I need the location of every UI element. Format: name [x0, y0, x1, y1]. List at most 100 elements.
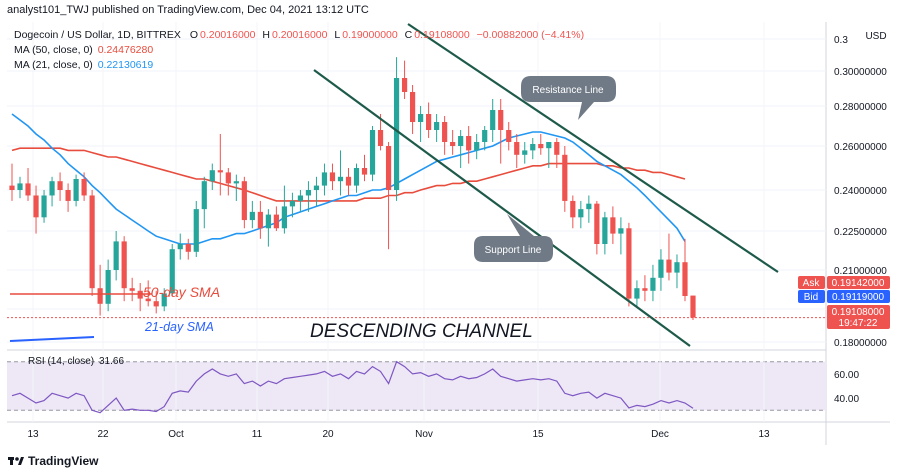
candle-body — [650, 277, 656, 291]
price-tick-label: 0.22500000 — [834, 227, 887, 238]
candle-body — [482, 130, 488, 142]
pattern-annotation: DESCENDING CHANNEL — [310, 321, 533, 342]
candle-body — [578, 209, 584, 218]
low-label: L — [334, 29, 341, 41]
candle-body — [442, 122, 448, 142]
resistance-trendline[interactable] — [407, 23, 779, 273]
candle-body — [105, 270, 111, 304]
symbol-title[interactable]: Dogecoin / US Dollar, 1D, BITTREX — [14, 29, 181, 41]
date-tick-label: Oct — [168, 429, 184, 440]
candle-body — [377, 130, 384, 146]
candle-body — [257, 211, 263, 229]
candle-body — [345, 176, 352, 186]
date-tick-label: 11 — [252, 429, 263, 440]
rsi-axis-ticks: 40.00 60.00 — [834, 370, 859, 405]
candle-body — [57, 181, 63, 190]
support-trendline[interactable] — [313, 69, 691, 347]
candle-body — [426, 114, 432, 130]
candle-body — [674, 262, 680, 273]
candle-body — [385, 146, 392, 190]
candle-body — [41, 195, 47, 218]
candle-body — [353, 168, 360, 186]
price-tick-label: 0.28000000 — [834, 102, 887, 113]
close-label: C — [404, 29, 413, 41]
sma21-annotation: 21-day SMA — [144, 320, 214, 334]
candle-body — [297, 195, 304, 201]
candle-body — [538, 144, 544, 149]
open-label: O — [189, 29, 198, 41]
candle-body — [401, 78, 408, 92]
candle-body — [522, 150, 528, 155]
candle-body — [217, 170, 223, 173]
candle-body — [466, 136, 472, 151]
ma21-legend: MA (21, close, 0) 0.22130619 — [14, 59, 153, 71]
price-tick-label: 0.18000000 — [834, 338, 887, 349]
candle-body — [602, 217, 608, 244]
close-value: 0.19108000 — [414, 29, 470, 41]
candle-body — [562, 154, 568, 201]
support-callout[interactable]: Support Line — [474, 214, 553, 262]
price-tick-label: 0.24000000 — [834, 186, 887, 197]
rsi-band — [7, 361, 826, 411]
price-tick-label: 0.21000000 — [834, 266, 887, 277]
candle-body — [289, 200, 296, 207]
candle-body — [642, 288, 648, 291]
date-tick-label: 13 — [27, 429, 39, 440]
candle-body — [241, 181, 247, 221]
ma50-line — [11, 147, 686, 202]
candle-body — [586, 203, 592, 210]
last-price-tag: 0.19108000 19:47:22 — [827, 305, 890, 329]
time-axis-ticks: 13 22 Oct 11 20 Nov 15 Dec 13 — [27, 429, 770, 440]
price-tick-label: 0.26000000 — [834, 142, 887, 153]
candle-body — [337, 176, 344, 182]
candle-body — [249, 211, 255, 221]
candle-body — [129, 288, 135, 291]
rsi-legend-value: 31.66 — [99, 356, 124, 367]
candle-body — [89, 195, 95, 289]
published-line: analyst101_TWJ published on TradingView.… — [7, 4, 369, 16]
candle-body — [666, 259, 672, 273]
ma50-legend-label[interactable]: MA (50, close, 0) — [14, 44, 93, 56]
candle-body — [169, 249, 175, 294]
date-tick-label: 15 — [532, 429, 544, 440]
candle-body — [610, 217, 616, 234]
candle-body — [418, 114, 424, 122]
svg-text:Ask: Ask — [803, 278, 821, 289]
candle-body — [554, 142, 560, 155]
footer-brand-text: TradingView — [28, 454, 99, 468]
ma21-legend-label[interactable]: MA (21, close, 0) — [14, 59, 93, 71]
candles — [9, 57, 696, 320]
change-value: −0.00882000 (−4.41%) — [476, 29, 585, 41]
candle-body — [498, 110, 504, 130]
candle-body — [225, 172, 231, 184]
candle-body — [409, 92, 416, 122]
currency-badge[interactable]: USD — [865, 31, 886, 42]
price-grid — [7, 22, 826, 422]
candle-body — [233, 181, 239, 184]
candle-body — [570, 200, 576, 218]
sma50-annotation: 50-day SMA — [143, 284, 220, 300]
footer-brand: TradingView — [8, 454, 98, 468]
candle-body — [313, 185, 320, 190]
date-tick-label: Nov — [415, 429, 433, 440]
sma21-legend-line — [9, 336, 95, 342]
candle-body — [49, 181, 55, 196]
candle-body — [506, 130, 512, 142]
rsi-tick-label: 60.00 — [834, 370, 859, 381]
candle-body — [201, 181, 207, 210]
date-tick-label: 22 — [97, 429, 109, 440]
resistance-callout[interactable]: Resistance Line — [521, 76, 616, 120]
support-callout-text: Support Line — [485, 245, 542, 256]
candle-body — [594, 203, 600, 244]
candle-body — [209, 170, 215, 182]
candle-body — [321, 172, 328, 186]
ohlc-legend: Dogecoin / US Dollar, 1D, BITTREX O 0.200… — [14, 29, 584, 41]
candle-body — [658, 259, 664, 278]
candle-body — [193, 209, 199, 252]
candle-body — [458, 136, 464, 146]
open-value: 0.20016000 — [200, 29, 256, 41]
candle-body — [690, 295, 696, 318]
candle-body — [450, 142, 456, 146]
candle-body — [97, 288, 103, 304]
candle-body — [177, 244, 183, 250]
